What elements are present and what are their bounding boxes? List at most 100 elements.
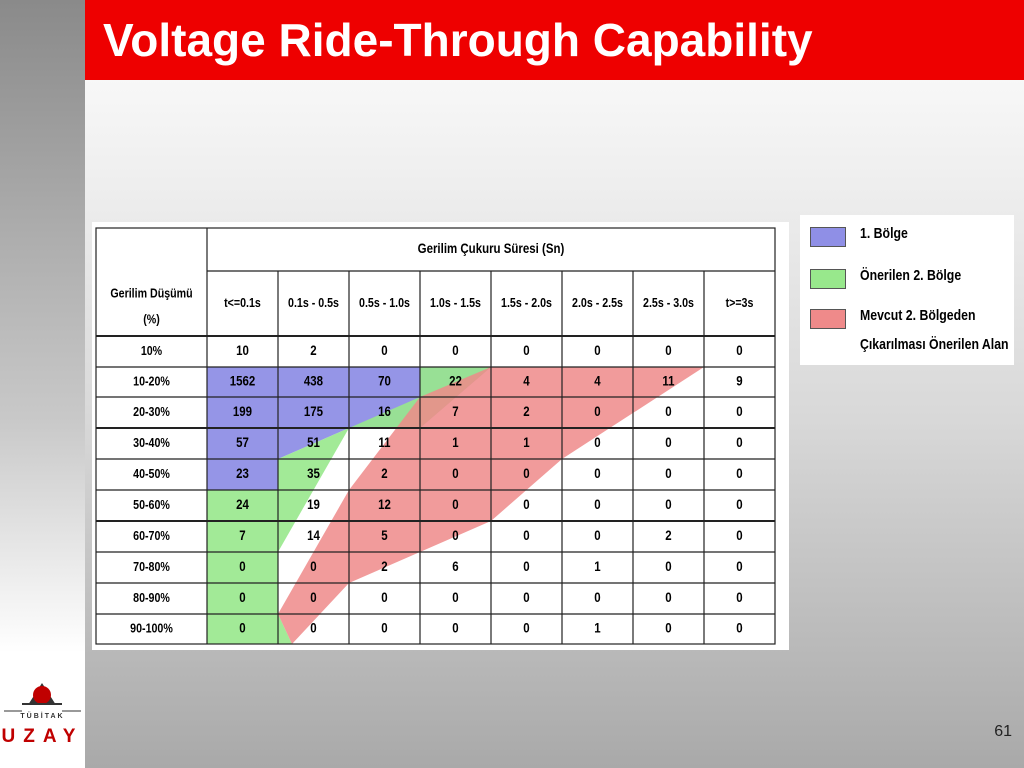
- legend: 1. Bölge Önerilen 2. Bölge Mevcut 2. Bölge…: [800, 215, 1014, 365]
- table-cell: 0: [665, 496, 671, 512]
- table-cell: 2: [523, 403, 529, 419]
- table-cell: 0: [736, 527, 742, 543]
- table-cell: 0: [452, 496, 458, 512]
- table-cell: 2: [381, 465, 387, 481]
- table-cell: 0: [594, 465, 600, 481]
- legend-swatch: [810, 269, 846, 289]
- table-cell: 0: [736, 589, 742, 605]
- table-cell: 0: [736, 434, 742, 450]
- table-cell: 0: [736, 403, 742, 419]
- table-cell: 0: [665, 558, 671, 574]
- table-cell: 2: [310, 342, 316, 358]
- table-cell: 4: [594, 373, 601, 389]
- table-cell: 5: [381, 527, 387, 543]
- table-cell: 23: [236, 465, 249, 481]
- table-cell: 14: [307, 527, 321, 543]
- left-sidebar: [0, 0, 85, 768]
- table-cell: 1: [523, 434, 529, 450]
- table-cell: 0: [665, 403, 671, 419]
- column-header: 0.5s - 1.0s: [359, 295, 410, 310]
- table-cell: 7: [239, 527, 245, 543]
- table-cell: 6: [452, 558, 458, 574]
- row-label: 20-30%: [133, 404, 170, 419]
- table-cell: 0: [381, 589, 387, 605]
- table-cell: 0: [736, 496, 742, 512]
- table-cell: 0: [736, 465, 742, 481]
- table-panel: Gerilim Çukuru Süresi (Sn) Gerilim Düşümü…: [92, 222, 789, 650]
- row-label: 80-90%: [133, 590, 170, 605]
- title-bar: Voltage Ride-Through Capability: [85, 0, 1024, 80]
- table-cell: 0: [381, 620, 387, 636]
- table-cell: 7: [452, 403, 458, 419]
- column-header: 2.5s - 3.0s: [643, 295, 694, 310]
- column-header: 1.0s - 1.5s: [430, 295, 481, 310]
- table-cell: 0: [736, 558, 742, 574]
- tubitak-logo-icon: [4, 683, 81, 712]
- column-header: 0.1s - 0.5s: [288, 295, 339, 310]
- table-cell: 199: [233, 403, 252, 419]
- slide-title: Voltage Ride-Through Capability: [103, 14, 813, 66]
- table-cell: 4: [523, 373, 530, 389]
- table-cell: 0: [665, 465, 671, 481]
- table-cell: 0: [239, 558, 245, 574]
- row-header: Gerilim Düşümü (%): [110, 285, 192, 326]
- table-cell: 16: [378, 403, 391, 419]
- row-label: 90-100%: [130, 620, 173, 635]
- legend-swatch: [810, 227, 846, 247]
- table-cell: 0: [665, 434, 671, 450]
- table-cell: 1562: [230, 373, 256, 389]
- table-cell: 0: [523, 527, 529, 543]
- table-cell: 0: [452, 527, 458, 543]
- table-text: Gerilim Çukuru Süresi (Sn) Gerilim Düşümü…: [110, 240, 753, 636]
- table-cell: 0: [523, 465, 529, 481]
- table-cell: 0: [310, 558, 316, 574]
- legend-label: 1. Bölge: [860, 225, 908, 242]
- ride-through-table: Gerilim Çukuru Süresi (Sn) Gerilim Düşümü…: [95, 227, 776, 645]
- row-label: 60-70%: [133, 528, 170, 543]
- table-cell: 0: [523, 496, 529, 512]
- table-cell: 35: [307, 465, 320, 481]
- column-header: t>=3s: [726, 295, 754, 310]
- group-header: Gerilim Çukuru Süresi (Sn): [418, 240, 565, 256]
- table-cell: 9: [736, 373, 742, 389]
- table-cell: 0: [310, 589, 316, 605]
- table-cell: 22: [449, 373, 462, 389]
- table-cell: 0: [239, 620, 245, 636]
- table-cell: 0: [594, 434, 600, 450]
- table-cell: 438: [304, 373, 323, 389]
- table-cell: 19: [307, 496, 320, 512]
- table-cell: 0: [523, 620, 529, 636]
- table-cell: 0: [452, 342, 458, 358]
- row-label: 30-40%: [133, 435, 170, 450]
- table-cell: 175: [304, 403, 323, 419]
- column-header: t<=0.1s: [224, 295, 261, 310]
- table-cell: 2: [665, 527, 671, 543]
- table-cell: 0: [594, 403, 600, 419]
- legend-swatch: [810, 309, 846, 329]
- table-cell: 51: [307, 434, 320, 450]
- table-cell: 0: [310, 620, 316, 636]
- row-label: 40-50%: [133, 466, 170, 481]
- table-cell: 0: [736, 342, 742, 358]
- legend-label: Mevcut 2. Bölgeden: [860, 307, 976, 324]
- table-cell: 0: [523, 558, 529, 574]
- table-cell: 11: [662, 373, 674, 389]
- table-cell: 1: [594, 558, 600, 574]
- table-cell: 24: [236, 496, 250, 512]
- table-cell: 0: [523, 589, 529, 605]
- column-header: 1.5s - 2.0s: [501, 295, 552, 310]
- legend-label: Çıkarılması Önerilen Alan: [860, 336, 1009, 353]
- table-cell: 0: [381, 342, 387, 358]
- table-cell: 1: [452, 434, 458, 450]
- table-cell: 0: [452, 620, 458, 636]
- row-label: 50-60%: [133, 497, 170, 512]
- logo-org-small: TÜBİTAK: [20, 713, 65, 720]
- table-cell: 0: [665, 589, 671, 605]
- table-cell: 0: [523, 342, 529, 358]
- table-cell: 11: [378, 434, 390, 450]
- row-label: 70-80%: [133, 559, 170, 574]
- table-cell: 0: [452, 589, 458, 605]
- table-cell: 1: [594, 620, 600, 636]
- table-cell: 0: [665, 620, 671, 636]
- page-number: 61: [994, 723, 1012, 740]
